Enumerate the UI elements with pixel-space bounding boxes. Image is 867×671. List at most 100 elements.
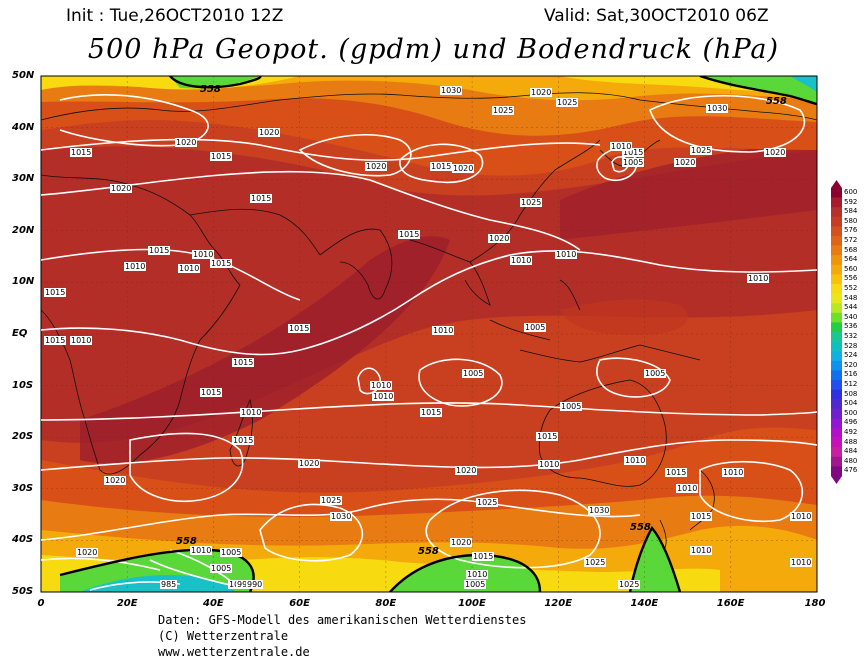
colorbar-swatch: [831, 466, 842, 477]
isobar-label: 1015: [250, 194, 273, 203]
footer-website-link[interactable]: www.wetterzentrale.de: [158, 645, 310, 659]
isobar-label: 1005: [210, 564, 233, 573]
colorbar-label: 476: [844, 466, 858, 475]
isobar-label: 1005: [644, 369, 667, 378]
isobar-label: 1015: [232, 436, 255, 445]
contour-label: 558: [418, 546, 439, 557]
isobar-label: 1010: [690, 546, 713, 555]
colorbar-label: 524: [844, 351, 858, 360]
latitude-label: 50N: [12, 70, 35, 81]
contour-label: 558: [176, 536, 197, 547]
colorbar-swatch: [831, 437, 842, 448]
isobar-label: 1020: [365, 162, 388, 171]
isobar-label: 1010: [747, 274, 770, 283]
colorbar-swatch: [831, 284, 842, 294]
longitude-label: 140E: [630, 598, 659, 609]
isobar-label: 1010: [240, 408, 263, 417]
colorbar-label: 580: [844, 216, 858, 225]
colorbar-swatch: [831, 399, 842, 410]
latitude-label: 30S: [12, 482, 34, 494]
isobar-label: 1020: [110, 184, 133, 193]
isobar-label: 1020: [764, 148, 787, 157]
isobar-label: 1010: [466, 570, 489, 579]
colorbar-label: 548: [844, 293, 858, 302]
longitude-label: 180: [804, 598, 826, 609]
colorbar-label: 592: [844, 197, 858, 206]
colorbar-label: 496: [844, 418, 858, 427]
colorbar-swatch: [831, 351, 842, 362]
isobar-label: 1015: [232, 358, 255, 367]
isobar-label: 1010: [624, 456, 647, 465]
isobar-label: 1015: [420, 408, 443, 417]
isobar-label: 1015: [148, 246, 171, 255]
isobar-label: 1005: [560, 402, 583, 411]
longitude-label: 60E: [289, 598, 310, 609]
colorbar-swatch: [831, 245, 842, 256]
isobar-label: 1010: [676, 484, 699, 493]
isobar-label: 1010: [178, 264, 201, 273]
isobar-label: 1025: [492, 106, 515, 115]
footer-copyright: (C) Wetterzentrale: [158, 629, 289, 643]
longitude-label: 160E: [716, 598, 745, 609]
latitude-label: 20N: [12, 224, 35, 236]
colorbar-label: 544: [844, 303, 858, 312]
isobar-label: 1010: [432, 326, 455, 335]
colorbar-swatch: [831, 293, 842, 304]
valid-time: Valid: Sat,30OCT2010 06Z: [544, 6, 769, 26]
isobar-label: 1025: [520, 198, 543, 207]
colorbar-label: 568: [844, 245, 858, 254]
isobar-label: 1025: [618, 580, 641, 589]
colorbar-swatch: [831, 418, 842, 429]
colorbar-swatch: [831, 389, 842, 400]
colorbar-swatch: [831, 380, 842, 390]
isobar-label: 1015: [622, 148, 645, 157]
isobar-label: 1015: [210, 152, 233, 161]
isobar-label: 995: [236, 580, 254, 589]
colorbar: [831, 180, 842, 484]
colorbar-label: 556: [844, 274, 858, 283]
isobar-label: 1020: [258, 128, 281, 137]
colorbar-label: 520: [844, 360, 858, 369]
colorbar-label: 600: [844, 188, 858, 196]
latitude-label: 20S: [12, 431, 34, 443]
colorbar-swatch: [831, 264, 842, 275]
colorbar-label: 492: [844, 428, 858, 436]
colorbar-label: 536: [844, 322, 858, 331]
isobar-label: 1010: [192, 250, 215, 259]
isobar-label: 1020: [455, 466, 478, 475]
colorbar-swatch: [831, 456, 842, 467]
latitude-label: 30N: [12, 173, 35, 185]
isobar-label: 1015: [288, 324, 311, 333]
colorbar-label: 516: [844, 370, 858, 379]
isobar-label: 1015: [472, 552, 495, 561]
isobar-label: 1010: [70, 336, 93, 345]
isobar-label: 1020: [104, 476, 127, 485]
colorbar-swatch: [831, 236, 842, 246]
isobar-label: 985: [160, 580, 178, 589]
longitude-label: 40E: [203, 598, 224, 609]
latitude-label: 50S: [12, 586, 34, 597]
isobar-label: 1005: [464, 580, 487, 589]
colorbar-swatch: [831, 274, 842, 285]
colorbar-swatch: [831, 332, 842, 342]
isobar-label: 1015: [44, 288, 67, 297]
isobar-label: 1010: [722, 468, 745, 477]
contour-label: 558: [630, 522, 651, 533]
isobar-label: 1010: [372, 392, 395, 401]
isobar-label: 1020: [450, 538, 473, 547]
isobar-label: 1010: [555, 250, 578, 259]
isobar-label: 1030: [330, 512, 353, 521]
longitude-label: 80E: [375, 598, 397, 609]
colorbar-label: 528: [844, 341, 858, 350]
isobar-label: 1010: [510, 256, 533, 265]
contour-label: 558: [200, 84, 221, 95]
colorbar-label: 564: [844, 255, 858, 264]
isobar-label: 1020: [674, 158, 697, 167]
isobar-label: 1005: [220, 548, 243, 557]
colorbar-label: 576: [844, 226, 858, 235]
isobar-label: 1020: [298, 459, 321, 468]
isobar-label: 1010: [370, 381, 393, 390]
colorbar-swatch: [831, 188, 842, 198]
latitude-label: 40N: [12, 121, 35, 133]
colorbar-swatch: [831, 303, 842, 314]
